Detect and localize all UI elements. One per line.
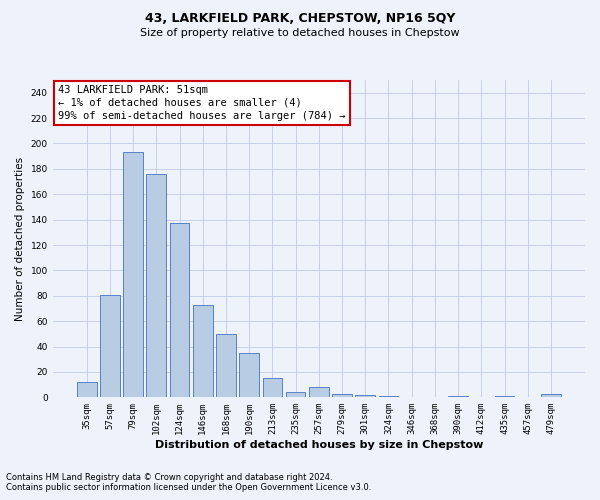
Y-axis label: Number of detached properties: Number of detached properties — [15, 156, 25, 320]
Bar — [309, 387, 329, 398]
Bar — [263, 378, 282, 398]
Bar — [123, 152, 143, 398]
Text: Size of property relative to detached houses in Chepstow: Size of property relative to detached ho… — [140, 28, 460, 38]
Bar — [541, 394, 561, 398]
Bar — [77, 382, 97, 398]
Bar — [494, 396, 514, 398]
X-axis label: Distribution of detached houses by size in Chepstow: Distribution of detached houses by size … — [155, 440, 483, 450]
Bar — [448, 396, 468, 398]
Bar — [193, 304, 212, 398]
Bar — [216, 334, 236, 398]
Bar — [332, 394, 352, 398]
Text: 43, LARKFIELD PARK, CHEPSTOW, NP16 5QY: 43, LARKFIELD PARK, CHEPSTOW, NP16 5QY — [145, 12, 455, 26]
Text: 43 LARKFIELD PARK: 51sqm
← 1% of detached houses are smaller (4)
99% of semi-det: 43 LARKFIELD PARK: 51sqm ← 1% of detache… — [58, 85, 346, 121]
Bar — [355, 395, 375, 398]
Bar — [100, 294, 120, 398]
Text: Contains HM Land Registry data © Crown copyright and database right 2024.: Contains HM Land Registry data © Crown c… — [6, 474, 332, 482]
Bar — [170, 224, 190, 398]
Bar — [239, 353, 259, 398]
Bar — [286, 392, 305, 398]
Text: Contains public sector information licensed under the Open Government Licence v3: Contains public sector information licen… — [6, 484, 371, 492]
Bar — [146, 174, 166, 398]
Bar — [379, 396, 398, 398]
